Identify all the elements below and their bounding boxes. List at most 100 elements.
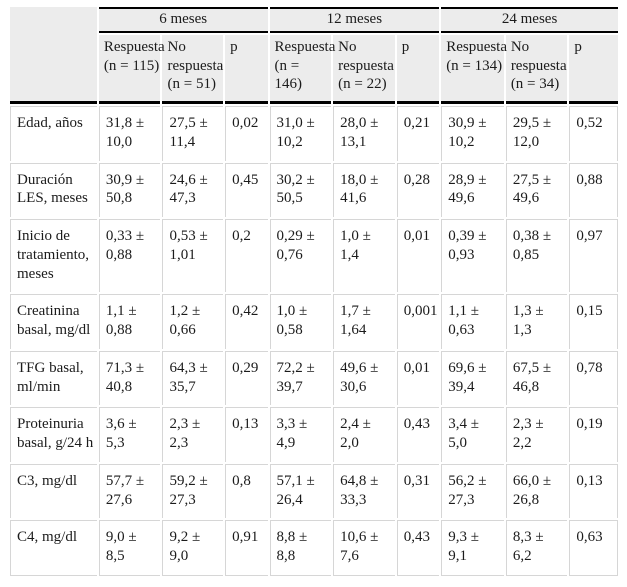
p-value-cell: 0,2 <box>225 219 268 293</box>
p-value-cell: 0,15 <box>569 294 618 349</box>
value-cell: 28,9 ± 49,6 <box>441 162 504 217</box>
col-header-no-respuesta-6m: No respuesta (n = 51) <box>162 34 223 104</box>
value-cell: 1,7 ± 1,64 <box>333 294 395 349</box>
value-cell: 28,0 ± 13,1 <box>333 106 395 161</box>
value-cell: 8,8 ± 8,8 <box>269 520 332 576</box>
group-header-6m: 6 meses <box>98 7 268 33</box>
value-cell: 3,6 ± 5,3 <box>98 407 161 462</box>
value-cell: 57,1 ± 26,4 <box>269 463 332 519</box>
p-value-cell: 0,63 <box>569 520 618 576</box>
row-label-cell: Edad, años <box>10 106 97 161</box>
value-cell: 30,9 ± 10,2 <box>441 106 504 161</box>
value-cell: 56,2 ± 27,3 <box>441 463 504 519</box>
value-cell: 9,2 ± 9,0 <box>162 520 224 576</box>
value-cell: 9,3 ± 9,1 <box>441 520 504 576</box>
row-label-cell: Duración LES, meses <box>10 162 97 217</box>
value-cell: 66,0 ± 26,8 <box>505 463 568 519</box>
p-value-cell: 0,52 <box>569 106 618 161</box>
row-label-cell: Inicio de tratamiento, meses <box>10 219 97 293</box>
p-value-cell: 0,28 <box>396 162 440 217</box>
table-row: Edad, años 31,8 ± 10,0 27,5 ± 11,4 0,02 … <box>10 106 618 161</box>
group-header-12m: 12 meses <box>269 7 440 33</box>
value-cell: 0,53 ± 1,01 <box>162 219 224 293</box>
p-value-cell: 0,01 <box>396 219 440 293</box>
p-value-cell: 0,01 <box>396 350 440 406</box>
value-cell: 2,4 ± 2,0 <box>333 407 395 462</box>
value-cell: 1,2 ± 0,66 <box>162 294 224 349</box>
col-header-respuesta-12m: Respuesta (n = 146) <box>269 34 335 104</box>
value-cell: 31,0 ± 10,2 <box>269 106 332 161</box>
p-value-cell: 0,42 <box>225 294 268 349</box>
row-label-cell: C4, mg/dl <box>10 520 97 576</box>
p-value-cell: 0,91 <box>225 520 268 576</box>
value-cell: 8,3 ± 6,2 <box>505 520 568 576</box>
group-header-row: 6 meses 12 meses 24 meses <box>10 7 618 104</box>
p-value-cell: 0,13 <box>569 463 618 519</box>
value-cell: 10,6 ± 7,6 <box>333 520 395 576</box>
p-value-cell: 0,45 <box>225 162 268 217</box>
group-header-24m: 24 meses <box>441 7 618 33</box>
row-label-cell: Creatinina basal, mg/dl <box>10 294 97 349</box>
table-row: Proteinuria basal, g/24 h 3,6 ± 5,3 2,3 … <box>10 407 618 462</box>
value-cell: 59,2 ± 27,3 <box>162 463 224 519</box>
value-cell: 1,0 ± 1,4 <box>333 219 395 293</box>
col-header-respuesta-24m: Respuesta (n = 134) <box>441 34 507 104</box>
value-cell: 2,3 ± 2,2 <box>505 407 568 462</box>
value-cell: 1,1 ± 0,88 <box>98 294 161 349</box>
value-cell: 30,9 ± 50,8 <box>98 162 161 217</box>
col-header-p-6m: p <box>225 34 268 104</box>
row-label-cell: TFG basal, ml/min <box>10 350 97 406</box>
value-cell: 72,2 ± 39,7 <box>269 350 332 406</box>
value-cell: 0,33 ± 0,88 <box>98 219 161 293</box>
value-cell: 0,29 ± 0,76 <box>269 219 332 293</box>
p-value-cell: 0,19 <box>569 407 618 462</box>
value-cell: 49,6 ± 30,6 <box>333 350 395 406</box>
results-table: 6 meses 12 meses 24 meses Respuesta (n =… <box>8 5 620 578</box>
p-value-cell: 0,02 <box>225 106 268 161</box>
value-cell: 3,3 ± 4,9 <box>269 407 332 462</box>
value-cell: 3,4 ± 5,0 <box>441 407 504 462</box>
col-header-p-24m: p <box>569 34 618 104</box>
value-cell: 1,3 ± 1,3 <box>505 294 568 349</box>
value-cell: 29,5 ± 12,0 <box>505 106 568 161</box>
p-value-cell: 0,78 <box>569 350 618 406</box>
value-cell: 0,39 ± 0,93 <box>441 219 504 293</box>
value-cell: 18,0 ± 41,6 <box>333 162 395 217</box>
p-value-cell: 0,8 <box>225 463 268 519</box>
table-row: C3, mg/dl 57,7 ± 27,6 59,2 ± 27,3 0,8 57… <box>10 463 618 519</box>
p-value-cell: 0,43 <box>396 520 440 576</box>
value-cell: 1,0 ± 0,58 <box>269 294 332 349</box>
table-row: Creatinina basal, mg/dl 1,1 ± 0,88 1,2 ±… <box>10 294 618 349</box>
value-cell: 71,3 ± 40,8 <box>98 350 161 406</box>
value-cell: 30,2 ± 50,5 <box>269 162 332 217</box>
p-value-cell: 0,31 <box>396 463 440 519</box>
value-cell: 27,5 ± 49,6 <box>505 162 568 217</box>
value-cell: 64,3 ± 35,7 <box>162 350 224 406</box>
value-cell: 67,5 ± 46,8 <box>505 350 568 406</box>
value-cell: 24,6 ± 47,3 <box>162 162 224 217</box>
corner-cell <box>10 7 97 104</box>
table-row: TFG basal, ml/min 71,3 ± 40,8 64,3 ± 35,… <box>10 350 618 406</box>
p-value-cell: 0,29 <box>225 350 268 406</box>
value-cell: 57,7 ± 27,6 <box>98 463 161 519</box>
value-cell: 9,0 ± 8,5 <box>98 520 161 576</box>
p-value-cell: 0,43 <box>396 407 440 462</box>
p-value-cell: 0,88 <box>569 162 618 217</box>
p-value-cell: 0,97 <box>569 219 618 293</box>
col-header-no-respuesta-24m: No respuesta (n = 34) <box>505 34 568 104</box>
p-value-cell: 0,13 <box>225 407 268 462</box>
col-header-no-respuesta-12m: No respuesta (n = 22) <box>333 34 395 104</box>
p-value-cell: 0,21 <box>396 106 440 161</box>
value-cell: 0,38 ± 0,85 <box>505 219 568 293</box>
table-row: Duración LES, meses 30,9 ± 50,8 24,6 ± 4… <box>10 162 618 217</box>
value-cell: 31,8 ± 10,0 <box>98 106 161 161</box>
table-row: Inicio de tratamiento, meses 0,33 ± 0,88… <box>10 219 618 293</box>
value-cell: 27,5 ± 11,4 <box>162 106 224 161</box>
col-header-p-12m: p <box>396 34 440 104</box>
value-cell: 2,3 ± 2,3 <box>162 407 224 462</box>
row-label-cell: Proteinuria basal, g/24 h <box>10 407 97 462</box>
p-value-cell: 0,001 <box>396 294 440 349</box>
value-cell: 69,6 ± 39,4 <box>441 350 504 406</box>
value-cell: 64,8 ± 33,3 <box>333 463 395 519</box>
